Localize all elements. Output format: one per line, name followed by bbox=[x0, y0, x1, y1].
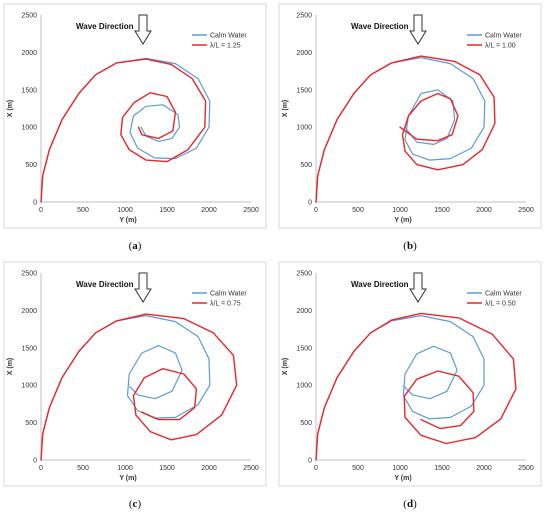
y-tick-label: 2500 bbox=[21, 13, 37, 20]
caption-letter: b bbox=[407, 240, 413, 252]
legend-entry: λ/L = 1.25 bbox=[210, 43, 241, 50]
y-tick-label: 1000 bbox=[21, 383, 37, 390]
series-line-wavelength-ratio bbox=[315, 312, 517, 461]
y-tick-label: 1500 bbox=[296, 345, 312, 352]
y-tick-label: 2000 bbox=[296, 308, 312, 315]
x-tick-label: 1500 bbox=[159, 465, 175, 472]
legend-entry: λ/L = 0.50 bbox=[485, 301, 516, 308]
wave-direction-arrow bbox=[409, 14, 427, 45]
wave-direction-arrow bbox=[134, 14, 152, 45]
wave-direction-arrow bbox=[409, 272, 427, 303]
caption-letter: a bbox=[132, 240, 138, 252]
y-tick-label: 2000 bbox=[21, 308, 37, 315]
x-tick-label: 1000 bbox=[392, 465, 408, 472]
x-tick-label: 1500 bbox=[434, 465, 450, 472]
legend-entry: Calm Water bbox=[210, 291, 247, 298]
y-axis-title: X (m) bbox=[7, 100, 14, 118]
panel-caption: (b) bbox=[403, 240, 417, 252]
y-tick-label: 1500 bbox=[21, 345, 37, 352]
x-axis-title: Y (m) bbox=[394, 475, 411, 482]
x-tick-label: 1500 bbox=[159, 207, 175, 214]
wave-direction-arrow bbox=[134, 272, 152, 303]
series-line-wavelength-ratio bbox=[40, 58, 207, 203]
chart-panel-b: 0 500 1000 1500 2000 2500 0 500 1000 1500 2000 2500… bbox=[278, 3, 542, 252]
x-tick-label: 1500 bbox=[434, 207, 450, 214]
caption-letter: d bbox=[407, 498, 413, 510]
y-tick-label: 2000 bbox=[296, 50, 312, 57]
chart-panel-a: 0 500 1000 1500 2000 2500 0 500 1000 1500 2000 2500… bbox=[3, 3, 267, 252]
panel-border bbox=[3, 261, 267, 487]
legend-entry: λ/L = 1.00 bbox=[485, 43, 516, 50]
x-axis-title: Y (m) bbox=[119, 475, 136, 482]
x-tick-label: 500 bbox=[77, 465, 89, 472]
chart-panel-d: 0 500 1000 1500 2000 2500 0 500 1000 1500 2000 2500… bbox=[278, 261, 542, 510]
x-tick-label: 0 bbox=[314, 207, 318, 214]
wave-direction-label: Wave Direction bbox=[76, 22, 134, 31]
panel-caption: (d) bbox=[403, 498, 417, 510]
legend-entry: λ/L = 0.75 bbox=[210, 301, 241, 308]
chart-panel-c: 0 500 1000 1500 2000 2500 0 500 1000 1500 2000 2500… bbox=[3, 261, 267, 510]
x-tick-label: 2500 bbox=[243, 207, 259, 214]
x-tick-label: 1000 bbox=[392, 207, 408, 214]
y-tick-label: 1000 bbox=[21, 125, 37, 132]
y-tick-label: 1500 bbox=[296, 87, 312, 94]
legend-entry: Calm Water bbox=[485, 291, 522, 298]
y-tick-label: 2000 bbox=[21, 50, 37, 57]
wave-direction-label: Wave Direction bbox=[351, 22, 409, 31]
x-axis-title: Y (m) bbox=[394, 217, 411, 224]
panel-border bbox=[278, 261, 542, 487]
y-tick-label: 500 bbox=[300, 162, 312, 169]
panel-caption: (a) bbox=[129, 240, 142, 252]
y-axis-title: X (m) bbox=[282, 358, 289, 376]
y-tick-label: 500 bbox=[25, 162, 37, 169]
legend-entry: Calm Water bbox=[485, 33, 522, 40]
y-tick-label: 0 bbox=[308, 458, 312, 465]
y-tick-label: 1000 bbox=[296, 383, 312, 390]
y-axis-title: X (m) bbox=[7, 358, 14, 376]
x-tick-label: 2000 bbox=[201, 207, 217, 214]
x-tick-label: 2500 bbox=[518, 207, 534, 214]
x-axis-title: Y (m) bbox=[119, 217, 136, 224]
y-axis-title: X (m) bbox=[282, 100, 289, 118]
wave-direction-label: Wave Direction bbox=[351, 280, 409, 289]
x-tick-label: 2000 bbox=[476, 207, 492, 214]
y-tick-label: 2500 bbox=[296, 13, 312, 20]
x-tick-label: 1000 bbox=[117, 207, 133, 214]
x-tick-label: 0 bbox=[39, 465, 43, 472]
y-tick-label: 500 bbox=[25, 420, 37, 427]
x-tick-label: 500 bbox=[352, 207, 364, 214]
y-tick-label: 2500 bbox=[296, 271, 312, 278]
series-line-wavelength-ratio bbox=[40, 313, 238, 461]
panel-border bbox=[278, 3, 542, 229]
x-tick-label: 2500 bbox=[243, 465, 259, 472]
x-tick-label: 0 bbox=[314, 465, 318, 472]
wave-direction-label: Wave Direction bbox=[76, 280, 134, 289]
legend-entry: Calm Water bbox=[210, 33, 247, 40]
panel-border bbox=[3, 3, 267, 229]
y-tick-label: 0 bbox=[33, 458, 37, 465]
y-tick-label: 0 bbox=[33, 200, 37, 207]
x-tick-label: 2000 bbox=[201, 465, 217, 472]
y-tick-label: 0 bbox=[308, 200, 312, 207]
y-tick-label: 500 bbox=[300, 420, 312, 427]
x-tick-label: 0 bbox=[39, 207, 43, 214]
x-tick-label: 500 bbox=[77, 207, 89, 214]
y-tick-label: 1000 bbox=[296, 125, 312, 132]
x-tick-label: 2500 bbox=[518, 465, 534, 472]
panel-caption: (c) bbox=[129, 498, 142, 510]
series-line-wavelength-ratio bbox=[315, 55, 496, 203]
caption-letter: c bbox=[133, 498, 138, 510]
y-tick-label: 2500 bbox=[21, 271, 37, 278]
x-tick-label: 1000 bbox=[117, 465, 133, 472]
x-tick-label: 2000 bbox=[476, 465, 492, 472]
x-tick-label: 500 bbox=[352, 465, 364, 472]
y-tick-label: 1500 bbox=[21, 87, 37, 94]
